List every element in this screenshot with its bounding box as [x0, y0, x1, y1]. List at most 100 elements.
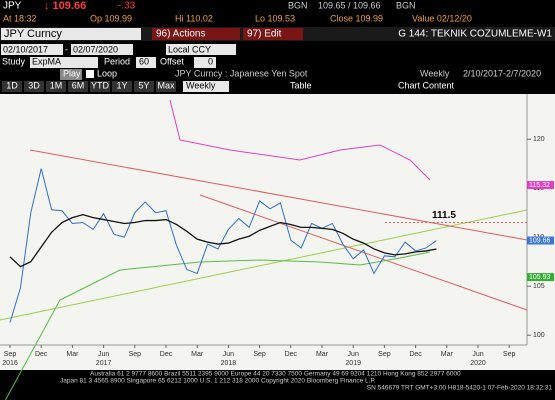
- x-tick-label: Dec: [160, 351, 173, 358]
- edit-button[interactable]: [243, 28, 303, 40]
- table[interactable]: Table: [290, 80, 312, 90]
- close: Close 109.99: [330, 13, 383, 23]
- value-date: Value 02/12/20: [412, 13, 472, 23]
- tab-label: Max: [157, 80, 175, 90]
- indicator-line: [169, 99, 431, 181]
- period-label: Period: [104, 56, 130, 66]
- tab-label: 5Y: [138, 80, 149, 90]
- change: -.33: [118, 1, 136, 12]
- end-box[interactable]: [71, 44, 133, 55]
- x-tick-label: Sep: [129, 351, 142, 358]
- high: Hi 110.02: [175, 13, 213, 23]
- tab[interactable]: [2, 81, 22, 92]
- tab[interactable]: [68, 81, 88, 92]
- offset: 0: [208, 56, 213, 66]
- x-tick-label: Jun: [348, 351, 359, 358]
- price-line: [9, 168, 437, 323]
- x-tick-label: Sep: [4, 351, 17, 358]
- tab-label: 1D: [6, 80, 18, 90]
- start-date: 02/10/2017: [3, 44, 48, 54]
- y-tick-label: 120: [533, 136, 545, 143]
- tab[interactable]: [24, 81, 44, 92]
- tab-label: YTD: [91, 80, 110, 90]
- start-box[interactable]: [1, 44, 63, 55]
- tab[interactable]: [112, 81, 132, 92]
- study-box[interactable]: [30, 57, 98, 68]
- tab[interactable]: [90, 81, 110, 92]
- footer-line: Australia 61 2 9777 8600 Brazil 5511 239…: [90, 371, 461, 378]
- offset-box[interactable]: [194, 57, 216, 68]
- offset-label: Offset: [160, 56, 184, 66]
- x-tick-label: Dec: [285, 351, 298, 358]
- x-tick-label: Mar: [316, 351, 329, 358]
- price-tag: [527, 236, 554, 245]
- tab-label: 1Y: [116, 80, 127, 90]
- x-tick-label: Dec: [35, 351, 48, 358]
- period-box[interactable]: [136, 57, 156, 68]
- price-tag-label: 105.93: [529, 274, 551, 281]
- x-tick-label: Jun: [98, 351, 109, 358]
- band-line: [4, 251, 431, 400]
- tab[interactable]: [46, 81, 66, 92]
- y-tick-label: 100: [533, 332, 545, 339]
- template: G 144: TEKNIK COZUMLEME-W1: [398, 29, 552, 40]
- year-label: 2017: [96, 360, 112, 367]
- actions-button[interactable]: [152, 28, 240, 40]
- x-tick-label: Mar: [191, 351, 204, 358]
- x-tick-label: Sep: [503, 351, 516, 358]
- loop: Loop: [97, 68, 117, 78]
- period-select-label: Weekly: [186, 80, 216, 90]
- price-line: [9, 213, 437, 268]
- chart-area: [0, 94, 555, 370]
- annotation: 111.5: [432, 210, 456, 221]
- last: ↓ 109.66: [44, 0, 86, 12]
- tab-label: 1M: [50, 80, 63, 90]
- range: 2/10/2017-2/7/2020: [463, 68, 541, 78]
- period-select[interactable]: [183, 81, 229, 92]
- source: BGN: [396, 0, 416, 10]
- play-button[interactable]: [60, 69, 82, 80]
- x-tick-label: Jun: [223, 351, 234, 358]
- trend-line: [29, 149, 528, 241]
- price-tag-label: 115.32: [529, 182, 550, 189]
- footer-line: SN 546679 TRT GMT+3:00 H818-5420-1 07-Fe…: [367, 385, 553, 392]
- description: JPY Curncy : Japanese Yen Spot: [175, 68, 308, 78]
- tab-label: 6M: [72, 80, 85, 90]
- x-tick-label: Mar: [66, 351, 79, 358]
- tab[interactable]: [134, 81, 154, 92]
- frequency: Weekly: [420, 68, 450, 78]
- low: Lo 109.53: [255, 13, 295, 23]
- price-tag: [527, 273, 554, 282]
- source: BGN: [288, 0, 308, 10]
- price-tag-label: 109.66: [529, 237, 551, 244]
- end-date: 02/07/2020: [73, 44, 118, 54]
- currency: Local CCY: [168, 44, 211, 54]
- year-label: 2020: [470, 360, 486, 367]
- actions: 96) Actions: [156, 29, 205, 40]
- x-tick-label: Sep: [253, 351, 266, 358]
- tab-label: 3D: [28, 80, 40, 90]
- security-box[interactable]: [1, 28, 141, 40]
- tab[interactable]: [156, 81, 176, 92]
- open: Op 109.99: [90, 13, 132, 23]
- time: At 18:32: [3, 13, 37, 23]
- play: Play: [63, 68, 81, 78]
- chart-content[interactable]: Chart Content: [398, 80, 455, 90]
- x-tick-label: Sep: [378, 351, 391, 358]
- price-tag: [527, 181, 554, 190]
- x-tick-label: Jun: [472, 351, 483, 358]
- bid-ask: 109.65 / 109.66: [318, 0, 381, 10]
- dash: -: [65, 44, 68, 54]
- period: 60: [139, 56, 149, 66]
- year-label: 2018: [221, 360, 237, 367]
- loop-checkbox[interactable]: [86, 70, 94, 78]
- footer-line: Japan 81 3 4565 8900 Singapore 65 6212 1…: [60, 378, 376, 385]
- x-tick-label: Mar: [441, 351, 454, 358]
- ticker: JPY: [3, 1, 22, 12]
- trend-line: [0, 209, 528, 321]
- currency-box[interactable]: [166, 44, 236, 55]
- study-label: Study: [2, 56, 26, 66]
- year-label: 2016: [2, 360, 18, 367]
- security: JPY Curncy: [4, 28, 62, 40]
